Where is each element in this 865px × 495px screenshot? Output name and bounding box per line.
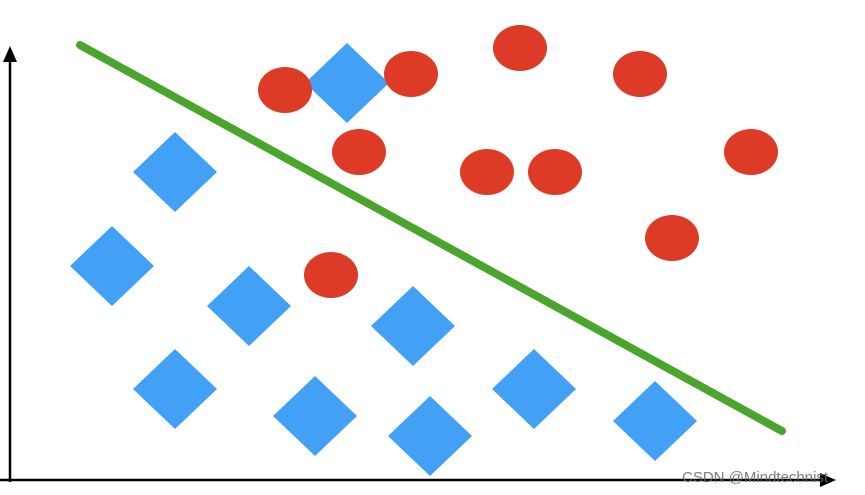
diamond-point	[388, 396, 472, 476]
circle-point	[724, 129, 778, 175]
watermark: CSDN @Mindtechnist	[682, 469, 829, 486]
y-axis-arrow-icon	[3, 46, 17, 62]
circle-point	[613, 51, 667, 97]
diamond-point	[133, 349, 217, 429]
circle-point	[332, 129, 386, 175]
axes	[0, 46, 836, 487]
diamond-point	[207, 266, 291, 346]
circle-point	[304, 252, 358, 298]
diamond-point	[613, 381, 697, 461]
separating-line	[76, 41, 786, 435]
diamond-point	[273, 376, 357, 456]
circle-point	[460, 149, 514, 195]
diamond-point	[70, 226, 154, 306]
circle-point	[645, 215, 699, 261]
diamond-point	[133, 132, 217, 212]
circle-point	[528, 149, 582, 195]
circle-point	[493, 25, 547, 71]
diamond-point	[371, 286, 455, 366]
circle-point	[384, 51, 438, 97]
diamond-point	[492, 349, 576, 429]
circle-point	[258, 67, 312, 113]
diamond-point	[305, 43, 389, 123]
x-axis-arrow-icon	[820, 473, 836, 487]
